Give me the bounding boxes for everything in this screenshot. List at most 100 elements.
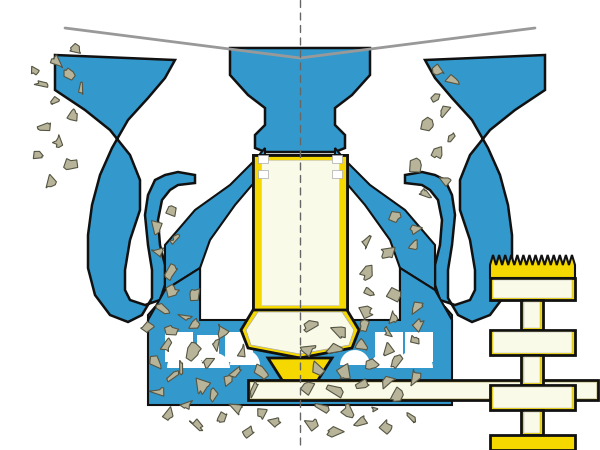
Polygon shape xyxy=(64,68,75,80)
Polygon shape xyxy=(37,123,50,130)
Polygon shape xyxy=(200,353,230,368)
Polygon shape xyxy=(230,48,370,152)
Polygon shape xyxy=(160,338,172,352)
Polygon shape xyxy=(421,117,433,131)
Polygon shape xyxy=(326,343,343,353)
Bar xyxy=(253,155,347,320)
Polygon shape xyxy=(148,268,200,372)
Polygon shape xyxy=(383,376,396,389)
Polygon shape xyxy=(165,148,265,305)
Polygon shape xyxy=(250,381,258,398)
Polygon shape xyxy=(400,268,452,372)
Polygon shape xyxy=(304,320,318,332)
Polygon shape xyxy=(179,400,193,410)
Polygon shape xyxy=(250,382,596,398)
Polygon shape xyxy=(268,418,281,427)
Polygon shape xyxy=(212,339,220,351)
Polygon shape xyxy=(258,155,268,163)
Bar xyxy=(405,335,427,360)
Polygon shape xyxy=(359,306,373,319)
Polygon shape xyxy=(217,412,227,422)
Bar xyxy=(165,332,193,362)
Bar xyxy=(197,335,219,360)
Polygon shape xyxy=(70,44,80,54)
Polygon shape xyxy=(165,264,178,280)
Polygon shape xyxy=(52,135,62,148)
Polygon shape xyxy=(490,385,575,410)
Polygon shape xyxy=(186,342,201,361)
Polygon shape xyxy=(140,321,154,333)
Polygon shape xyxy=(490,330,575,355)
Polygon shape xyxy=(254,364,268,379)
Polygon shape xyxy=(151,248,164,257)
Polygon shape xyxy=(440,106,451,118)
Polygon shape xyxy=(230,350,260,365)
Polygon shape xyxy=(397,350,433,368)
Polygon shape xyxy=(261,160,339,305)
Polygon shape xyxy=(170,234,179,244)
Polygon shape xyxy=(55,55,195,322)
Polygon shape xyxy=(410,335,419,344)
Polygon shape xyxy=(332,170,342,178)
Polygon shape xyxy=(79,82,83,94)
Polygon shape xyxy=(355,338,368,351)
Polygon shape xyxy=(149,387,164,396)
Polygon shape xyxy=(411,369,421,386)
Polygon shape xyxy=(167,371,179,382)
Polygon shape xyxy=(218,324,229,339)
Polygon shape xyxy=(258,409,267,419)
Polygon shape xyxy=(326,385,343,398)
Polygon shape xyxy=(521,355,543,385)
Polygon shape xyxy=(407,413,416,423)
Polygon shape xyxy=(433,64,444,75)
Polygon shape xyxy=(362,235,371,249)
Polygon shape xyxy=(524,302,540,328)
Polygon shape xyxy=(190,419,203,431)
Polygon shape xyxy=(439,177,451,186)
Polygon shape xyxy=(409,239,417,250)
Polygon shape xyxy=(202,359,215,368)
Polygon shape xyxy=(301,382,315,395)
Polygon shape xyxy=(389,310,398,324)
Polygon shape xyxy=(148,268,452,405)
Polygon shape xyxy=(379,420,392,434)
Polygon shape xyxy=(490,278,575,300)
Polygon shape xyxy=(258,170,268,178)
Polygon shape xyxy=(412,319,424,332)
Polygon shape xyxy=(190,289,200,301)
Polygon shape xyxy=(242,426,254,438)
Polygon shape xyxy=(166,206,176,216)
Polygon shape xyxy=(364,288,374,296)
Polygon shape xyxy=(327,427,344,437)
Polygon shape xyxy=(246,312,354,354)
Polygon shape xyxy=(50,55,63,68)
Polygon shape xyxy=(360,320,369,332)
Polygon shape xyxy=(341,404,354,418)
Polygon shape xyxy=(385,326,392,337)
Polygon shape xyxy=(64,158,78,170)
Polygon shape xyxy=(331,327,345,338)
Polygon shape xyxy=(371,407,378,412)
Polygon shape xyxy=(445,75,460,85)
Polygon shape xyxy=(151,220,162,235)
Polygon shape xyxy=(178,315,193,320)
Polygon shape xyxy=(335,148,435,305)
Polygon shape xyxy=(524,412,540,433)
Polygon shape xyxy=(493,332,572,353)
Polygon shape xyxy=(253,155,347,310)
Polygon shape xyxy=(521,300,543,330)
Polygon shape xyxy=(410,225,422,234)
Polygon shape xyxy=(391,387,403,401)
Polygon shape xyxy=(493,280,572,298)
Polygon shape xyxy=(300,346,316,356)
Polygon shape xyxy=(365,359,379,369)
Polygon shape xyxy=(210,388,218,402)
Polygon shape xyxy=(353,416,368,426)
Polygon shape xyxy=(34,151,43,159)
Polygon shape xyxy=(405,55,545,322)
Polygon shape xyxy=(238,344,245,357)
Polygon shape xyxy=(490,435,575,450)
Polygon shape xyxy=(31,66,39,75)
Polygon shape xyxy=(268,358,332,388)
Polygon shape xyxy=(166,284,179,297)
